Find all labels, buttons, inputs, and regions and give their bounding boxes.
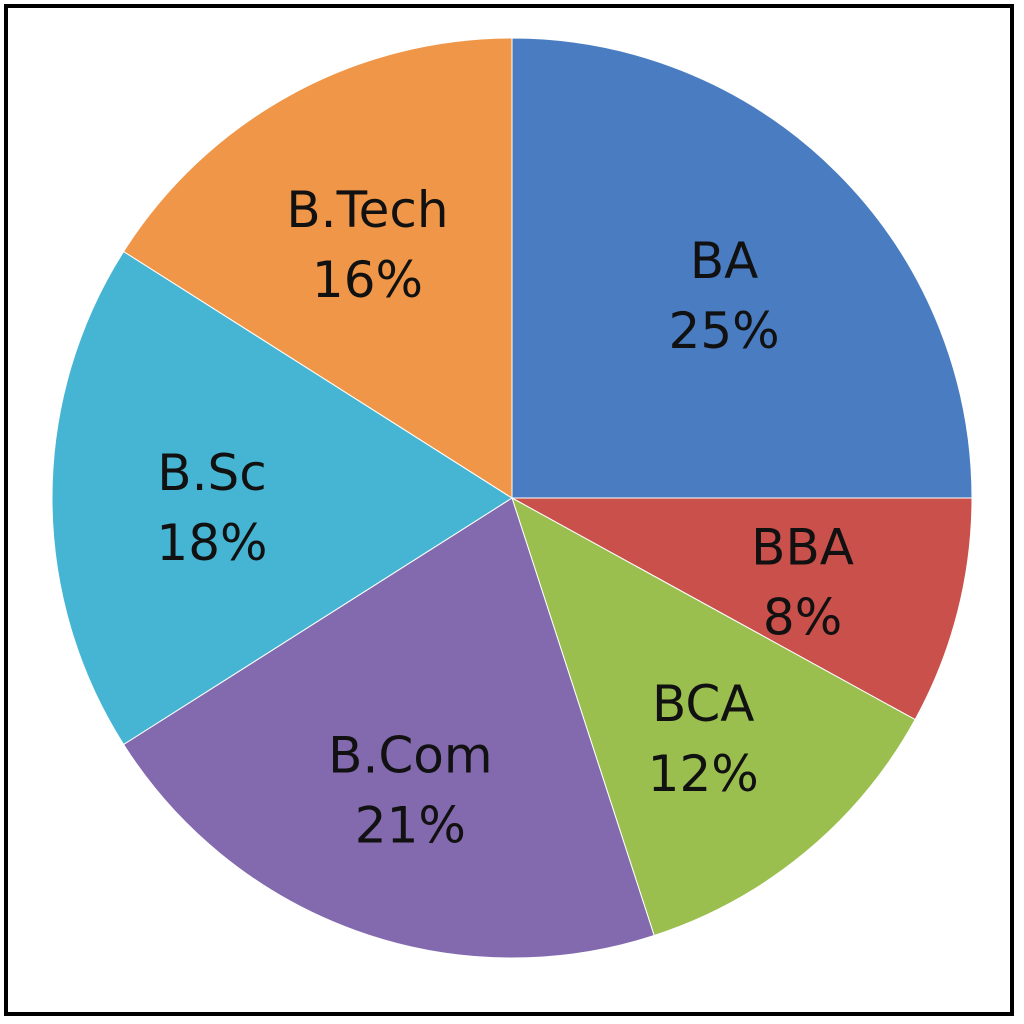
slice-label-bba: BBA bbox=[751, 519, 854, 577]
pie-slices bbox=[51, 37, 973, 959]
slice-label-b-com: B.Com bbox=[328, 726, 492, 784]
pie-slice-bba bbox=[511, 497, 973, 721]
pie-slice-b-tech bbox=[122, 37, 513, 499]
pie-labels: BA 25% BBA 8%BCA 12% B.Com 21% B.Sc 18% B.Tech 16% bbox=[156, 181, 854, 854]
pie-slice-ba bbox=[511, 37, 973, 499]
slice-label-b-tech: B.Tech bbox=[286, 181, 448, 239]
pie-slice-b-com bbox=[122, 497, 655, 959]
slice-value-label-b-com: 21% bbox=[355, 796, 466, 854]
slice-value-label-bba: 8% bbox=[763, 589, 842, 647]
pie-slice-bca bbox=[511, 496, 916, 937]
slice-value-label-ba: 25% bbox=[669, 302, 780, 360]
pie-slice-b-sc bbox=[51, 250, 513, 746]
slice-value-label-bca: 12% bbox=[648, 745, 759, 803]
slice-label-b-sc: B.Sc bbox=[157, 444, 266, 502]
slice-value-label-b-sc: 18% bbox=[156, 514, 267, 572]
slice-value-label-b-tech: 16% bbox=[312, 251, 423, 309]
slice-label-ba: BA bbox=[690, 232, 759, 290]
slice-label-bca: BCA bbox=[652, 675, 755, 733]
